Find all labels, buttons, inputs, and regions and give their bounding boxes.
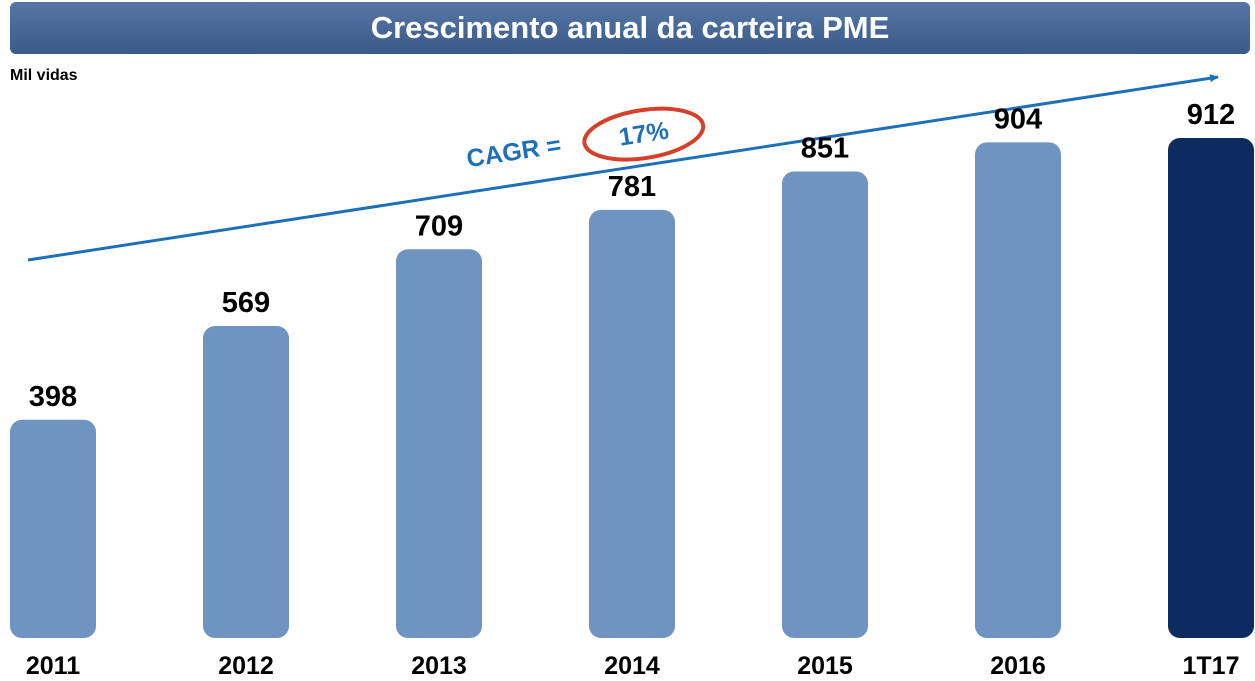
bar (782, 171, 868, 638)
unit-label: Mil vidas (10, 67, 78, 84)
bar (203, 326, 289, 638)
bar (396, 249, 482, 638)
x-tick-label: 1T17 (1183, 652, 1240, 680)
x-tick-label: 2011 (26, 652, 80, 680)
x-tick-label: 2016 (990, 652, 1046, 680)
value-label: 904 (994, 103, 1042, 135)
title-banner (10, 2, 1250, 54)
bar (589, 209, 675, 638)
bar (975, 142, 1061, 638)
bar (10, 419, 96, 638)
value-label: 709 (415, 210, 463, 242)
cagr-value: 17% (617, 116, 671, 151)
cagr-label: CAGR = (465, 131, 563, 173)
value-label: 912 (1187, 99, 1235, 131)
highlight-ring (582, 106, 706, 162)
x-tick-label: 2014 (604, 652, 660, 680)
value-label: 569 (222, 287, 270, 319)
x-tick-label: 2013 (411, 652, 467, 680)
value-label: 781 (608, 171, 656, 203)
chart-title: Crescimento anual da carteira PME (371, 10, 890, 45)
value-label: 398 (29, 381, 77, 413)
x-tick-label: 2015 (797, 652, 853, 680)
value-label: 851 (801, 132, 849, 164)
x-tick-label: 2012 (218, 652, 274, 680)
trend-arrow (27, 74, 1219, 262)
bar (1168, 138, 1254, 638)
